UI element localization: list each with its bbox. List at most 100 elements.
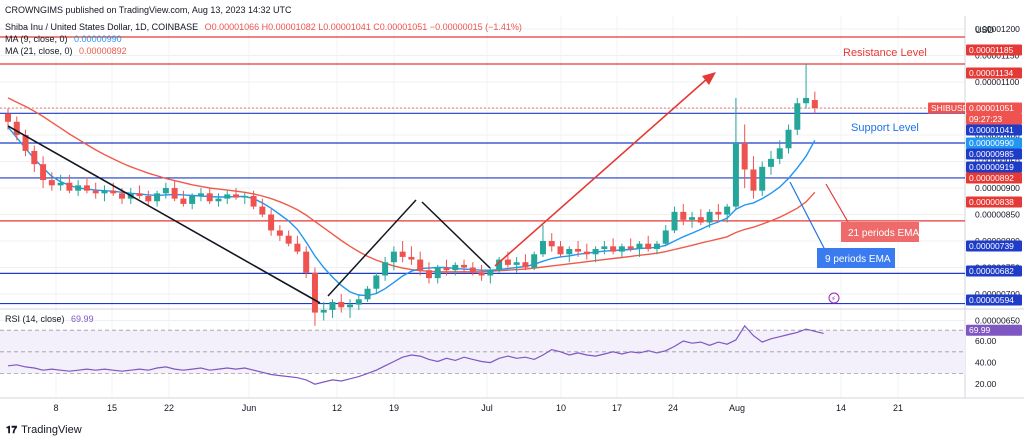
tradingview-logo[interactable]: 𝟏𝟕 TradingView [6,424,82,436]
candle[interactable] [741,124,748,189]
candle[interactable] [399,241,406,263]
candle[interactable] [364,286,371,302]
candle[interactable] [259,198,266,218]
candle[interactable] [522,254,529,271]
candle[interactable] [355,294,362,310]
candle[interactable] [13,116,20,141]
candle[interactable] [715,203,722,220]
candle[interactable] [233,188,240,200]
candle[interactable] [171,180,178,202]
ema9-pointer [789,181,826,251]
candle[interactable] [268,209,275,236]
candle[interactable] [320,301,327,321]
candle[interactable] [618,243,625,257]
candle[interactable] [785,124,792,154]
candle[interactable] [294,235,301,255]
price-tag: 0.00000985 [969,149,1014,159]
candle[interactable] [329,299,336,318]
candle[interactable] [724,203,731,223]
candle[interactable] [31,145,38,173]
candle[interactable] [425,262,432,284]
candle[interactable] [706,209,713,228]
candle[interactable] [680,203,687,226]
candle[interactable] [57,174,64,191]
candle[interactable] [557,241,564,257]
candle[interactable] [496,256,503,273]
candle[interactable] [531,251,538,271]
candle[interactable] [794,97,801,136]
candle[interactable] [154,190,161,207]
x-tick-label: 8 [53,403,58,413]
candle[interactable] [689,211,696,228]
candle[interactable] [347,299,354,318]
candle[interactable] [382,256,389,281]
candle[interactable] [539,225,546,257]
ema21-box [841,222,919,242]
candle[interactable] [408,246,415,265]
candle[interactable] [671,206,678,234]
candle[interactable] [162,182,169,199]
candle[interactable] [48,172,55,191]
candle[interactable] [206,188,213,204]
candle[interactable] [390,246,397,271]
candle[interactable] [469,262,476,276]
candle[interactable] [662,225,669,247]
candle[interactable] [83,177,90,194]
candle[interactable] [285,230,292,247]
candle[interactable] [461,259,468,273]
candle[interactable] [566,246,573,263]
candle[interactable] [575,241,582,257]
candle[interactable] [303,246,310,279]
candle[interactable] [803,64,810,109]
candle[interactable] [40,156,47,189]
candle[interactable] [732,97,739,210]
candle[interactable] [250,190,257,210]
candle[interactable] [645,235,652,252]
candle[interactable] [92,182,99,199]
y-tick-label: 0.00000650 [975,316,1020,326]
candle[interactable] [373,272,380,295]
candle[interactable] [759,161,766,196]
candle[interactable] [443,259,450,276]
candle[interactable] [311,267,318,326]
time-axis: 8 15 22 Jun 12 19 Jul 10 17 24 Aug 14 21 [53,403,903,413]
candle[interactable] [241,192,248,204]
candle[interactable] [592,246,599,263]
price-tag: 09:27:23 [969,114,1002,124]
candles[interactable] [5,64,818,326]
candle[interactable] [636,241,643,257]
candle[interactable] [811,91,818,114]
candle[interactable] [653,241,660,255]
candle[interactable] [215,193,222,207]
candle[interactable] [75,180,82,196]
x-tick-label: Jun [242,403,257,413]
candle[interactable] [767,150,774,175]
candle[interactable] [338,294,345,313]
candle[interactable] [224,190,231,204]
candle[interactable] [548,233,555,252]
candle[interactable] [434,264,441,284]
candle[interactable] [487,267,494,284]
price-tag: 0.00000892 [969,173,1014,183]
candle[interactable] [513,256,520,273]
candle[interactable] [697,209,704,226]
candle[interactable] [627,238,634,252]
candle[interactable] [583,243,590,260]
candle[interactable] [776,140,783,165]
candle[interactable] [66,174,73,194]
candle[interactable] [136,185,143,199]
candle[interactable] [601,241,608,255]
candle[interactable] [478,264,485,281]
candle[interactable] [197,188,204,202]
candle[interactable] [189,193,196,210]
candle[interactable] [610,238,617,255]
candle[interactable] [22,129,29,157]
candle[interactable] [276,225,283,242]
candle[interactable] [180,190,187,207]
candle[interactable] [750,156,757,199]
candle[interactable] [101,185,108,202]
candle[interactable] [452,262,459,276]
candle[interactable] [145,190,152,207]
candle[interactable] [417,251,424,276]
